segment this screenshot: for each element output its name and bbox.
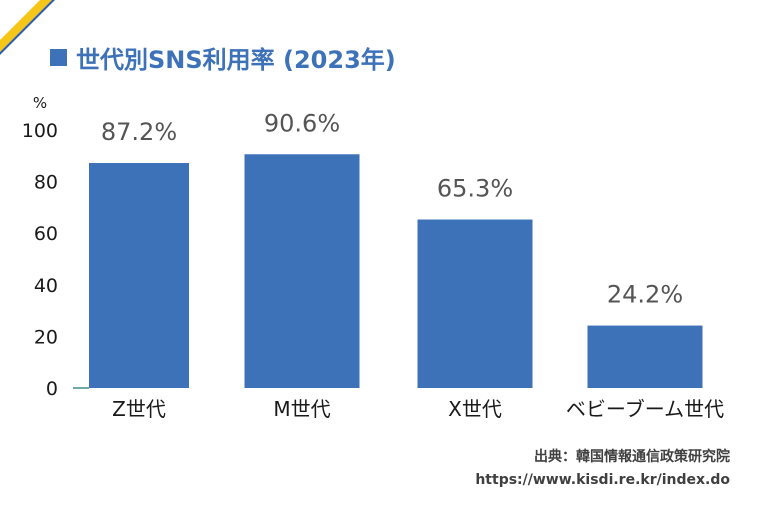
source-label: 出典：韓国情報通信政策研究院	[534, 449, 730, 465]
y-tick-label: 40	[34, 275, 58, 297]
data-label: 87.2%	[101, 118, 177, 146]
data-label: 24.2%	[607, 281, 683, 309]
chart-title: 世代別SNS利用率 (2023年)	[50, 40, 396, 75]
corner-blue-stripe	[0, 0, 55, 55]
data-label: 65.3%	[437, 175, 513, 203]
y-tick-label: 0	[46, 378, 58, 400]
bar	[587, 325, 703, 388]
y-tick-label: 20	[34, 326, 58, 348]
category-label: X世代	[448, 397, 502, 421]
category-label: M世代	[273, 397, 330, 421]
bar	[89, 163, 189, 388]
chart-title-text: 世代別SNS利用率 (2023年)	[76, 46, 396, 74]
data-label: 90.6%	[264, 109, 340, 137]
category-label: Z世代	[112, 397, 166, 421]
title-square-icon	[50, 49, 67, 66]
y-tick-label: 60	[34, 223, 58, 245]
y-tick-label: 100	[22, 120, 58, 142]
corner-decoration	[0, 0, 55, 55]
source-url: https://www.kisdi.re.kr/index.do	[475, 472, 730, 488]
y-tick-label: 80	[34, 172, 58, 194]
bar	[244, 154, 360, 388]
y-axis-unit: %	[33, 94, 47, 112]
bar	[417, 219, 533, 388]
category-label: ベビーブーム世代	[566, 397, 724, 421]
